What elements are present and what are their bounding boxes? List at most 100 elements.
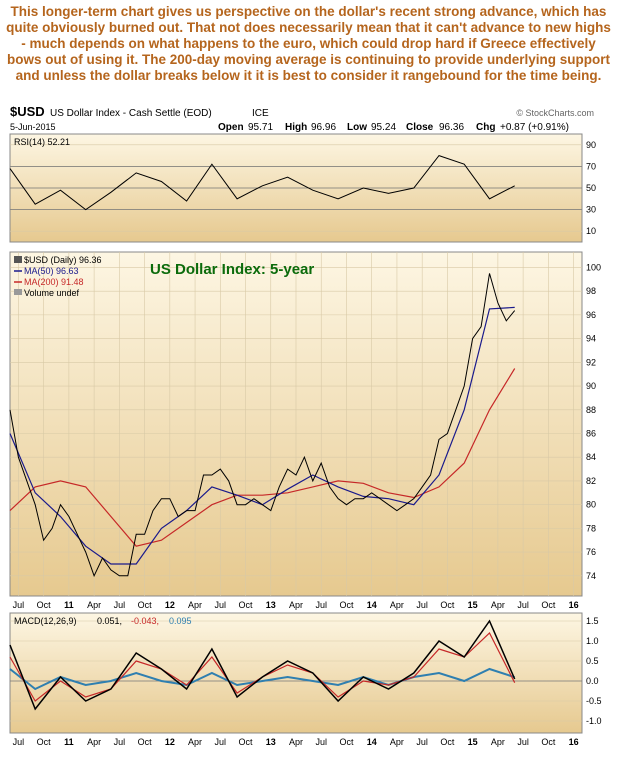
- macd-x-tick: Jul: [416, 737, 428, 747]
- price-panel: 74 76 78 80 82 84 86 88 90 92 94 96 98 100 US Dollar …: [9, 251, 601, 597]
- macd-x-tick: Jul: [315, 737, 327, 747]
- price-x-tick: Jul: [517, 600, 529, 610]
- price-y-tick: 98: [586, 286, 596, 296]
- low-label: Low: [347, 122, 367, 133]
- volume-legend-swatch: [14, 289, 22, 295]
- price-y-tick: 78: [586, 523, 596, 533]
- macd-x-tick: 15: [468, 737, 478, 747]
- price-y-tick: 92: [586, 357, 596, 367]
- rsi-y-axis: 10 30 50 70 90: [586, 140, 596, 236]
- exchange-label: ICE: [252, 108, 269, 119]
- price-x-tick: 16: [569, 600, 579, 610]
- index-name: US Dollar Index - Cash Settle (EOD): [50, 108, 212, 119]
- close-label: Close: [406, 122, 434, 133]
- commentary-text: This longer-term chart gives us perspect…: [6, 4, 611, 83]
- macd-panel: -1.0 -0.5 0.0 0.5 1.0 1.5 MACD(12,26,9) 0.051…: [9, 612, 602, 734]
- macd-series-line: [9, 619, 516, 711]
- rsi-y-tick: 90: [586, 140, 596, 150]
- price-x-tick: Apr: [491, 600, 505, 610]
- rsi-panel: 10 30 50 70 90 RSI(14) 52.21: [9, 133, 596, 243]
- price-y-tick: 96: [586, 310, 596, 320]
- macd-x-tick: Apr: [87, 737, 101, 747]
- rsi-legend: RSI(14) 52.21: [14, 137, 70, 147]
- chg-label: Chg: [476, 122, 495, 133]
- price-x-tick: Apr: [289, 600, 303, 610]
- macd-x-tick: 13: [266, 737, 276, 747]
- price-x-tick: Apr: [390, 600, 404, 610]
- macd-x-tick: 16: [569, 737, 579, 747]
- price-y-tick: 76: [586, 547, 596, 557]
- price-y-tick: 100: [586, 262, 601, 272]
- macd-x-tick: Apr: [289, 737, 303, 747]
- histogram-legend-value: 0.095: [169, 616, 192, 626]
- price-x-tick: Oct: [138, 600, 153, 610]
- macd-y-tick: 1.0: [586, 636, 599, 646]
- price-y-tick: 80: [586, 500, 596, 510]
- price-x-tick: 15: [468, 600, 478, 610]
- macd-x-tick: Apr: [390, 737, 404, 747]
- symbol-label: $USD: [10, 104, 45, 119]
- price-y-tick: 82: [586, 476, 596, 486]
- open-value: 95.71: [248, 122, 273, 133]
- macd-x-tick: Oct: [339, 737, 354, 747]
- macd-x-tick: Jul: [215, 737, 227, 747]
- macd-x-tick: Oct: [138, 737, 153, 747]
- price-x-tick: Jul: [215, 600, 227, 610]
- chg-value: +0.87 (+0.91%): [500, 122, 569, 133]
- high-label: High: [285, 122, 307, 133]
- legend-price: $USD (Daily) 96.36: [24, 255, 102, 265]
- macd-histogram-line: [9, 667, 516, 691]
- macd-x-tick: Oct: [440, 737, 455, 747]
- price-y-tick: 94: [586, 334, 596, 344]
- chart-header: $USD US Dollar Index - Cash Settle (EOD)…: [10, 104, 594, 133]
- macd-y-tick: -1.0: [586, 716, 602, 726]
- macd-x-tick: 11: [64, 737, 74, 747]
- price-y-tick: 84: [586, 452, 596, 462]
- chart-date: 5-Jun-2015: [10, 122, 56, 132]
- price-y-tick: 74: [586, 571, 596, 581]
- open-label: Open: [218, 122, 244, 133]
- stockcharts-watermark: © StockCharts.com: [516, 108, 594, 118]
- legend-ma200: MA(200) 91.48: [24, 277, 84, 287]
- macd-x-tick: Jul: [114, 737, 126, 747]
- price-x-axis: Jul Oct 11 Apr Jul Oct 12 Apr Jul Oct 13 Apr Jul Oct 1…: [13, 600, 579, 610]
- price-y-tick: 86: [586, 428, 596, 438]
- high-value: 96.96: [311, 122, 336, 133]
- chart-title: US Dollar Index: 5-year: [150, 261, 314, 278]
- price-y-tick: 90: [586, 381, 596, 391]
- ma200-series-line: [9, 368, 516, 547]
- macd-x-tick: 12: [165, 737, 175, 747]
- macd-x-tick: Oct: [239, 737, 254, 747]
- macd-y-tick: 0.5: [586, 656, 599, 666]
- price-x-tick: 13: [266, 600, 276, 610]
- price-y-tick: 88: [586, 405, 596, 415]
- macd-y-tick: -0.5: [586, 696, 602, 706]
- price-series-line: [9, 273, 516, 578]
- macd-x-tick: Jul: [517, 737, 529, 747]
- close-value: 96.36: [439, 122, 464, 133]
- macd-x-tick: Apr: [491, 737, 505, 747]
- macd-y-axis: -1.0 -0.5 0.0 0.5 1.0 1.5: [586, 616, 602, 726]
- macd-x-axis: Jul Oct 11 Apr Jul Oct 12 Apr Jul Oct 13 Apr Jul Oct 1…: [13, 737, 579, 747]
- price-y-axis: 74 76 78 80 82 84 86 88 90 92 94 96 98 100: [586, 262, 601, 580]
- price-x-tick: 12: [165, 600, 175, 610]
- price-x-tick: Jul: [416, 600, 428, 610]
- macd-panel-frame: [9, 612, 583, 734]
- signal-legend-value: -0.043,: [131, 616, 159, 626]
- macd-legend-label: MACD(12,26,9): [14, 616, 77, 626]
- rsi-y-tick: 30: [586, 205, 596, 215]
- legend-volume: Volume undef: [24, 288, 80, 298]
- price-x-tick: Oct: [440, 600, 455, 610]
- price-x-tick: 14: [367, 600, 377, 610]
- price-x-tick: Oct: [541, 600, 556, 610]
- macd-x-tick: Apr: [188, 737, 202, 747]
- macd-y-tick: 0.0: [586, 676, 599, 686]
- rsi-y-tick: 50: [586, 183, 596, 193]
- price-x-tick: 11: [64, 600, 74, 610]
- price-x-tick: Oct: [339, 600, 354, 610]
- price-x-tick: Apr: [87, 600, 101, 610]
- macd-y-tick: 1.5: [586, 616, 599, 626]
- price-x-tick: Oct: [239, 600, 254, 610]
- price-legend-swatch: [14, 256, 22, 263]
